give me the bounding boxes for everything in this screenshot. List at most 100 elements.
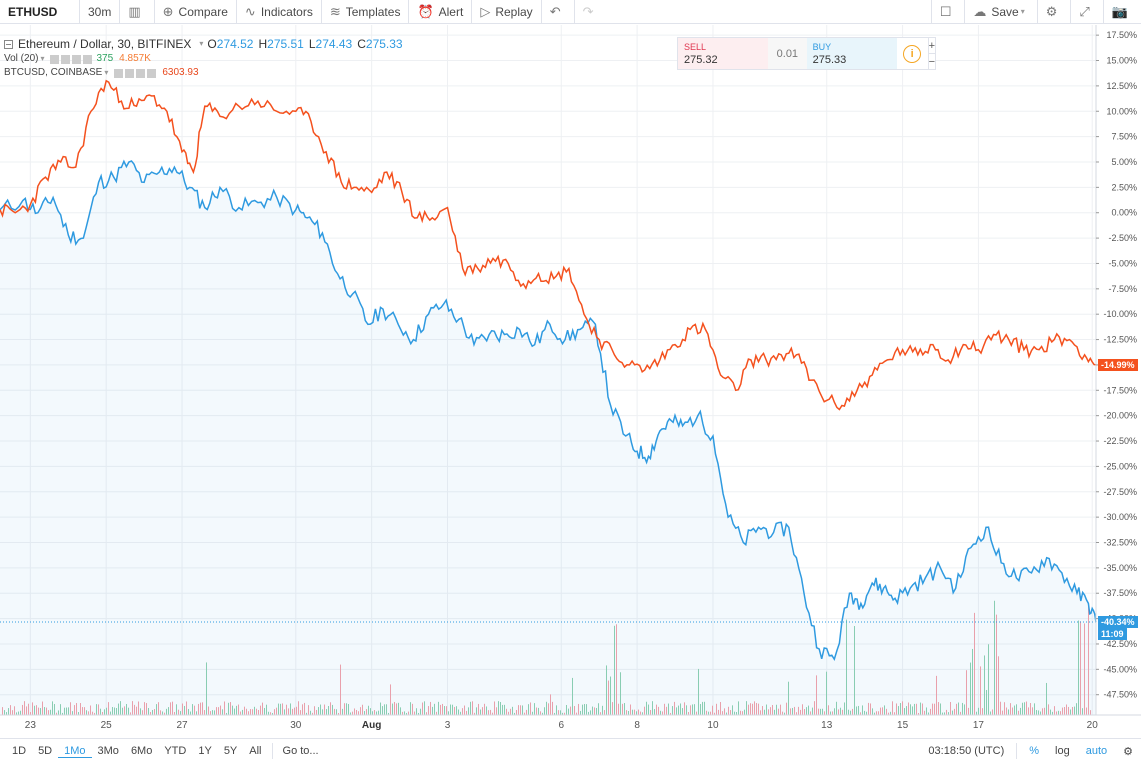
- fullscreen-square-button[interactable]: ☐: [930, 0, 965, 24]
- fullscreen-button[interactable]: ⤢: [1070, 0, 1102, 24]
- btc-series-line[interactable]: [0, 79, 1097, 411]
- range-button-5y[interactable]: 5Y: [223, 744, 238, 757]
- volume-bar: [942, 712, 943, 715]
- volume-bar: [438, 701, 439, 715]
- volume-bar: [910, 704, 911, 715]
- auto-scale-toggle[interactable]: auto: [1085, 745, 1108, 757]
- volume-bar: [848, 709, 849, 715]
- volume-bar: [142, 710, 143, 715]
- close-icon[interactable]: [83, 54, 93, 64]
- price-chart[interactable]: 17.50% 15.00% 12.50% 10.00% 7.50% 5.00% 2.50% 0…: [0, 25, 1141, 738]
- volume-bar: [600, 712, 601, 715]
- volume-bar: [224, 701, 225, 715]
- undo-button[interactable]: ↶: [542, 0, 575, 24]
- alert-button[interactable]: ⏰ Alert: [409, 0, 473, 24]
- chevron-down-icon[interactable]: ▾: [199, 39, 204, 48]
- volume-bar: [972, 648, 973, 715]
- buy-sell-widget: SELL 275.32 0.01 BUY 275.33 i + −: [677, 37, 936, 70]
- chevron-down-icon[interactable]: ▾: [104, 68, 109, 77]
- volume-bar: [684, 702, 685, 715]
- volume-bar: [262, 702, 263, 715]
- replay-button[interactable]: ▷ Replay: [472, 0, 542, 24]
- range-button-6mo[interactable]: 6Mo: [130, 744, 153, 757]
- y-tick-label: -32.50%: [1103, 538, 1137, 548]
- save-button[interactable]: ☁ Save ▾: [964, 0, 1036, 24]
- volume-bar: [786, 702, 787, 715]
- chevron-down-icon[interactable]: ▾: [40, 54, 45, 63]
- volume-bar: [266, 704, 267, 715]
- eth-series-line[interactable]: [0, 159, 1097, 661]
- series-title: Ethereum / Dollar, 30, BITFINEX: [18, 37, 192, 51]
- volume-bar: [564, 712, 565, 715]
- eye-icon[interactable]: [114, 68, 124, 78]
- volume-bar: [180, 711, 181, 715]
- volume-bar: [368, 705, 369, 715]
- y-tick-label: 2.50%: [1111, 182, 1137, 192]
- compare-button[interactable]: ⊕ Compare: [155, 0, 237, 24]
- bottom-toolbar: 1D 5D 1Mo 3Mo 6Mo YTD 1Y 5Y All Go to... 03:18:5…: [0, 738, 1141, 763]
- volume-bar: [678, 705, 679, 715]
- volume-bar: [440, 704, 441, 715]
- decrease-button[interactable]: −: [928, 55, 935, 68]
- volume-bar: [1050, 709, 1051, 715]
- volume-bar: [206, 662, 207, 715]
- top-toolbar: ETHUSD 30m ▥ ⊕ Compare ∿ Indicators ≋ Te…: [0, 0, 1141, 24]
- range-button-5d[interactable]: 5D: [38, 744, 53, 757]
- collapse-legend-icon[interactable]: [4, 39, 13, 49]
- interval-button[interactable]: 30m: [80, 0, 121, 24]
- volume-bar: [996, 614, 997, 715]
- chart-type-button[interactable]: ▥: [120, 0, 155, 24]
- goto-date-button[interactable]: Go to...: [282, 745, 319, 757]
- increase-button[interactable]: +: [928, 38, 935, 54]
- volume-bar: [934, 703, 935, 715]
- volume-bar: [322, 709, 323, 715]
- utc-clock[interactable]: 03:18:50 (UTC): [928, 745, 1005, 757]
- price-axis[interactable]: 17.50% 15.00% 12.50% 10.00% 7.50% 5.00% 2.50% 0…: [1095, 25, 1137, 715]
- sell-button[interactable]: SELL 275.32: [678, 38, 769, 69]
- y-tick-label: -7.50%: [1108, 284, 1137, 294]
- volume-bar: [1056, 711, 1057, 715]
- symbol-search[interactable]: ETHUSD: [0, 0, 80, 24]
- volume-bar: [486, 706, 487, 715]
- volume-bar: [962, 702, 963, 715]
- volume-bar: [58, 710, 59, 715]
- volume-bar: [872, 708, 873, 715]
- percent-scale-toggle[interactable]: %: [1029, 745, 1040, 757]
- volume-bar: [640, 711, 641, 715]
- add-icon[interactable]: [72, 54, 82, 64]
- volume-bar: [542, 712, 543, 715]
- volume-bar: [624, 703, 625, 715]
- settings-icon[interactable]: [61, 54, 71, 64]
- range-button-3mo[interactable]: 3Mo: [97, 744, 119, 757]
- volume-bar: [978, 707, 979, 715]
- chart-settings-button[interactable]: ⚙: [1115, 745, 1141, 758]
- volume-bar: [1062, 707, 1063, 715]
- log-scale-toggle[interactable]: log: [1055, 745, 1070, 757]
- snapshot-button[interactable]: 📷: [1102, 0, 1141, 24]
- settings-icon[interactable]: [125, 68, 135, 78]
- redo-button[interactable]: ↷: [575, 0, 607, 24]
- time-axis[interactable]: 23 25 27 30 Aug 3 6 8 10 13 15 17 20: [0, 714, 1141, 731]
- close-icon[interactable]: [147, 68, 157, 78]
- eye-icon[interactable]: [50, 54, 60, 64]
- volume-bar: [1076, 703, 1077, 715]
- add-icon[interactable]: [136, 68, 146, 78]
- range-button-all[interactable]: All: [249, 744, 262, 757]
- volume-bar: [960, 711, 961, 715]
- range-button-1y[interactable]: 1Y: [198, 744, 212, 757]
- volume-bar: [288, 708, 289, 715]
- info-button[interactable]: i: [897, 38, 928, 69]
- range-button-ytd[interactable]: YTD: [164, 744, 187, 757]
- volume-bar: [232, 705, 233, 715]
- volume-bar: [782, 711, 783, 715]
- indicators-button[interactable]: ∿ Indicators: [237, 0, 322, 24]
- buy-button[interactable]: BUY 275.33: [806, 38, 897, 69]
- templates-button[interactable]: ≋ Templates: [322, 0, 410, 24]
- range-button-1mo[interactable]: 1Mo: [58, 745, 92, 758]
- volume-bar: [448, 711, 449, 715]
- volume-bar: [300, 710, 301, 715]
- settings-button[interactable]: ⚙: [1036, 0, 1071, 24]
- y-tick-label: -5.00%: [1108, 258, 1137, 268]
- range-button-1d[interactable]: 1D: [12, 744, 27, 757]
- volume-bar: [54, 704, 55, 715]
